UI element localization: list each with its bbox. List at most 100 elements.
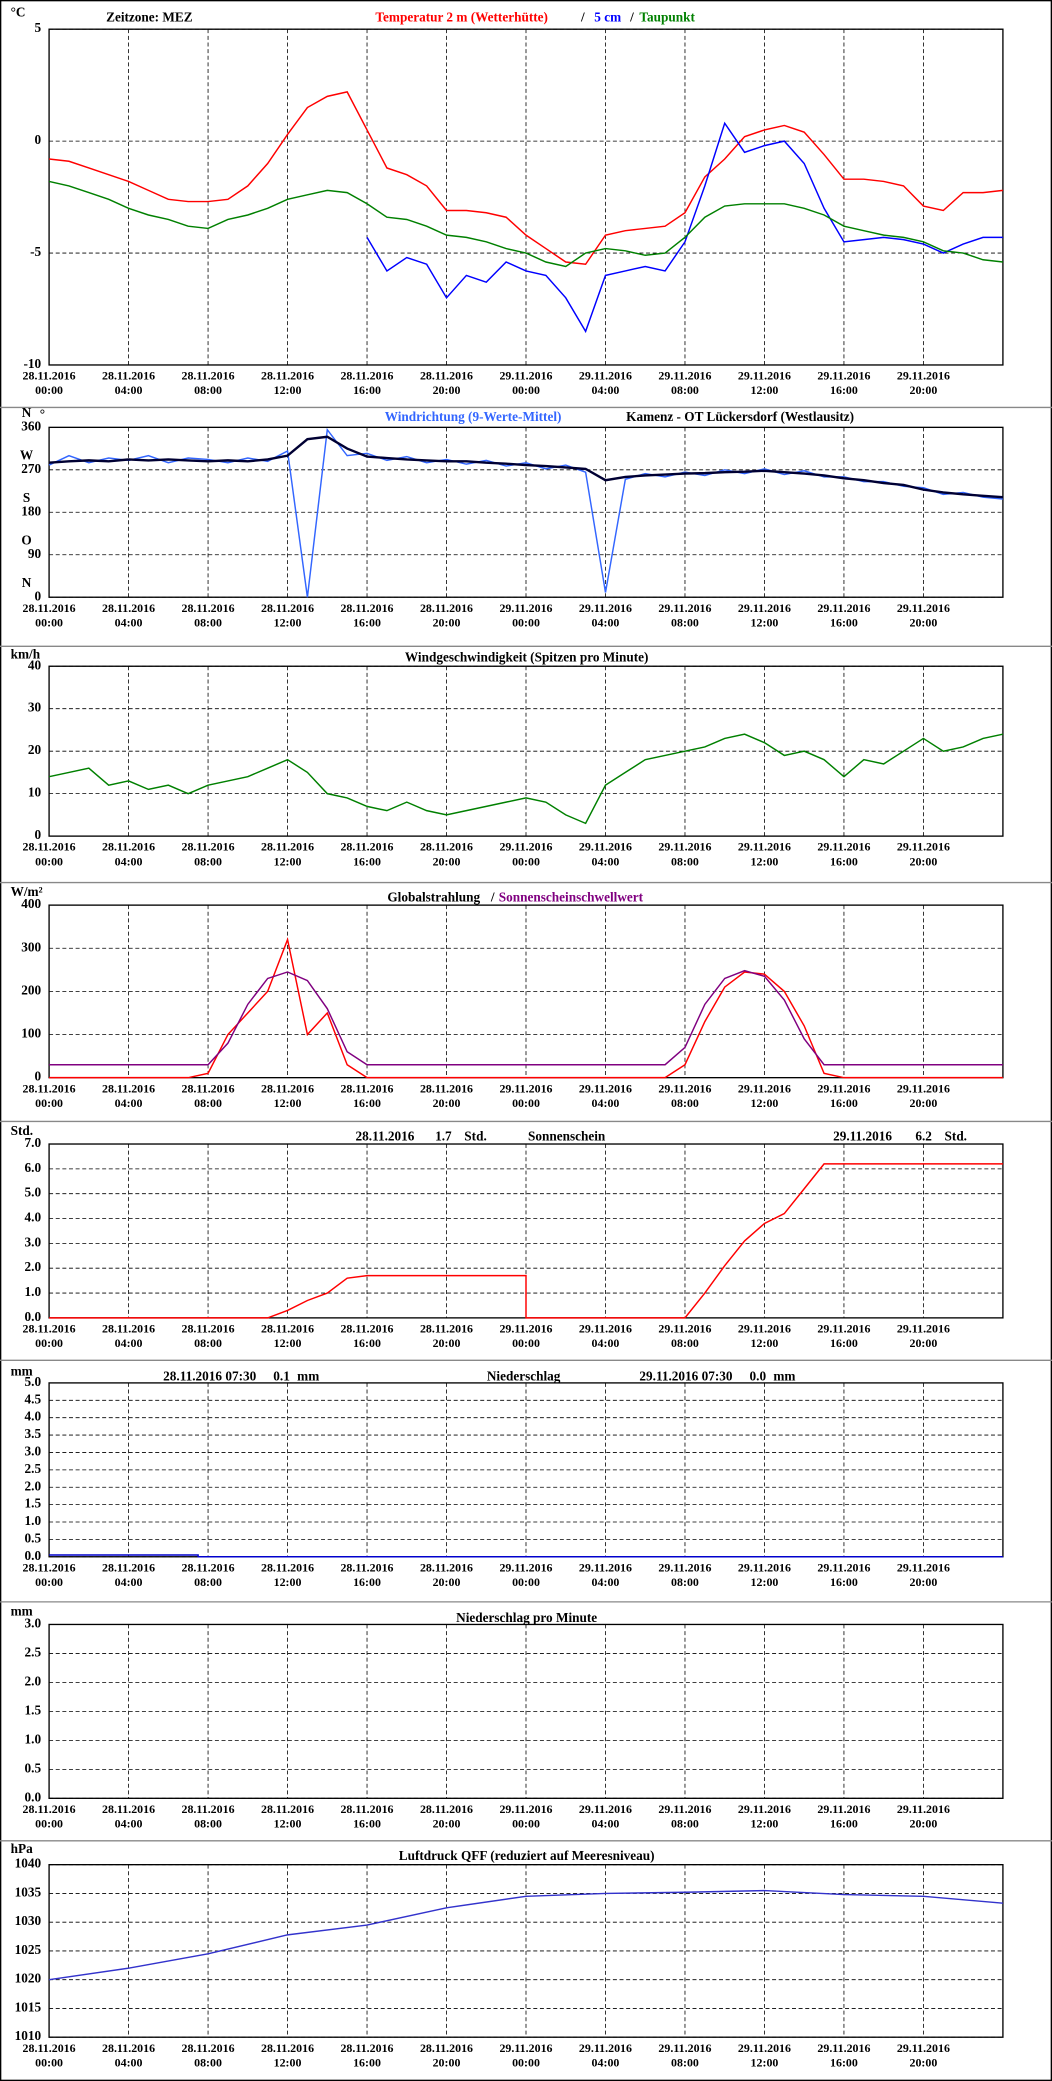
chart-text: Niederschlag [487,1369,561,1384]
chart-text: mm [773,1369,795,1384]
x-tick-label-box: 29.11.2016 00:00 [499,1082,552,1110]
x-tick-label: 28.11.2016 12:00 [260,1560,315,1589]
y-tick-label: 2.0 [25,1478,42,1493]
x-tick-label-box: 29.11.2016 12:00 [737,1081,791,1110]
x-tick-label: 28.11.2016 08:00 [181,601,235,630]
x-tick-label: 28.11.2016 20:00 [419,368,474,397]
x-tick-label: 28.11.2016 00:00 [22,1560,76,1589]
panel-separators [0,406,1052,1842]
x-tick-label: 29.11.2016 12:00 [737,1321,791,1350]
x-tick-label: 29.11.2016 16:00 [817,368,871,397]
x-tick-label-box: 28.11.2016 20:00 [420,601,473,629]
x-tick-label-box: 29.11.2016 00:00 [499,1321,553,1350]
compass-label: O [21,533,31,548]
x-tick-label: 29.11.2016 00:00 [499,1802,553,1831]
x-tick-label: 29.11.2016 20:00 [896,1321,950,1350]
series-line [48,733,1004,825]
y-tick-label: 1025 [15,1942,42,1957]
x-tick-label-box: 29.11.2016 16:00 [817,1560,871,1589]
x-tick-label-box: 29.11.2016 04:00 [579,1561,632,1589]
y-tick-label: 1010 [15,2028,42,2043]
compass-label: S [23,490,30,505]
x-tick-label-box: 29.11.2016 12:00 [737,1560,791,1589]
x-tick-label-box: 28.11.2016 04:00 [102,1802,156,1831]
x-tick-label: 29.11.2016 00:00 [499,1321,553,1350]
x-tick-label: 28.11.2016 04:00 [102,1802,156,1831]
x-tick-label-box: 29.11.2016 12:00 [737,840,791,868]
y-tick-label: 0.5 [25,1530,42,1545]
y-tick-label: 0 [35,588,42,603]
x-tick-label-box: 29.11.2016 16:00 [817,1802,870,1830]
y-tick-label: 10 [28,785,42,800]
x-tick-label-box: 28.11.2016 08:00 [181,1561,234,1589]
y-tick-label: 1040 [15,1856,42,1871]
y-tick-label: 3.0 [25,1234,42,1249]
y-tick-label: 200 [21,982,41,997]
x-tick-label-box: 28.11.2016 12:00 [261,1322,314,1350]
series-line [49,969,1003,1066]
x-tick-label: 28.11.2016 12:00 [260,368,315,397]
x-tick-label: 29.11.2016 04:00 [578,2041,633,2070]
chart-text: 1.7 [435,1128,452,1143]
y-tick-label: 0 [35,1069,42,1084]
x-tick-label: 28.11.2016 04:00 [102,840,156,868]
x-tick-label-box: 29.11.2016 04:00 [579,840,632,868]
x-tick-label-box: 28.11.2016 08:00 [181,601,235,630]
x-tick-label-box: 29.11.2016 08:00 [658,368,712,397]
y-tick-label: 0 [35,827,42,842]
x-tick-label: 29.11.2016 16:00 [817,1560,871,1589]
x-tick-label: 28.11.2016 00:00 [22,601,76,630]
chart-text: 28.11.2016 [356,1128,415,1143]
x-tick-label-box: 28.11.2016 20:00 [419,1321,474,1350]
x-tick-label-box: 29.11.2016 12:00 [737,1321,791,1350]
x-tick-label: 29.11.2016 20:00 [896,840,950,868]
x-tick-label-box: 29.11.2016 00:00 [499,2041,552,2069]
x-tick-label-box: 29.11.2016 08:00 [658,1560,712,1589]
chart-text: W/m² [11,884,43,899]
x-tick-label-box: 28.11.2016 04:00 [102,369,155,397]
compass-label: N [22,405,32,420]
y-tick-label: 360 [21,418,41,433]
chart-text: °C [11,4,26,19]
x-tick-label: 29.11.2016 16:00 [817,1321,871,1350]
x-tick-label: 28.11.2016 20:00 [419,1321,474,1350]
x-tick-label: 29.11.2016 08:00 [658,1560,712,1589]
x-tick-label: 28.11.2016 00:00 [22,1081,76,1110]
x-tick-label-box: 29.11.2016 16:00 [817,601,870,629]
y-tick-label: 0.0 [25,1789,42,1804]
series-line [49,1554,1003,1558]
y-tick-label: 4.5 [25,1391,42,1406]
x-tick-label-box: 28.11.2016 16:00 [340,1322,393,1350]
x-tick-label-box: 28.11.2016 12:00 [261,1082,314,1110]
x-tick-label-box: 29.11.2016 08:00 [658,601,711,629]
series-line [49,91,1003,266]
x-tick-label: 29.11.2016 04:00 [578,1802,633,1831]
x-tick-label: 29.11.2016 12:00 [737,1081,791,1110]
x-tick-label: 29.11.2016 20:00 [896,368,950,397]
y-tick-label: 90 [28,546,42,561]
x-tick-label-box: 28.11.2016 08:00 [181,2041,234,2069]
x-tick-label: 28.11.2016 16:00 [340,368,394,397]
chart-text: 28.11.2016 07:30 [163,1369,256,1384]
chart-text: 6.2 [915,1128,932,1143]
y-tick-label: 3.0 [25,1443,42,1458]
chart-text: 0.0 [750,1369,767,1384]
x-tick-label: 29.11.2016 12:00 [737,2041,791,2070]
x-tick-label: 29.11.2016 12:00 [737,840,791,868]
x-tick-label-box: 29.11.2016 20:00 [897,1082,950,1110]
x-tick-label-box: 29.11.2016 12:00 [737,2041,791,2070]
x-tick-label-box: 28.11.2016 16:00 [340,1561,393,1589]
y-tick-label: 4.0 [25,1210,42,1225]
y-tick-label: 3.5 [25,1426,42,1441]
chart-text: Sonnenschein [528,1128,606,1143]
y-tick-label: 400 [21,896,41,911]
x-tick-label-box: 28.11.2016 16:00 [340,1802,393,1830]
x-tick-label: 29.11.2016 12:00 [737,1560,791,1589]
x-tick-label-box: 28.11.2016 00:00 [22,1081,76,1110]
x-tick-label-box: 29.11.2016 00:00 [499,369,552,397]
x-tick-label: 29.11.2016 08:00 [658,368,712,397]
x-tick-label: 28.11.2016 00:00 [22,368,76,397]
y-tick-label: 2.0 [25,1259,42,1274]
